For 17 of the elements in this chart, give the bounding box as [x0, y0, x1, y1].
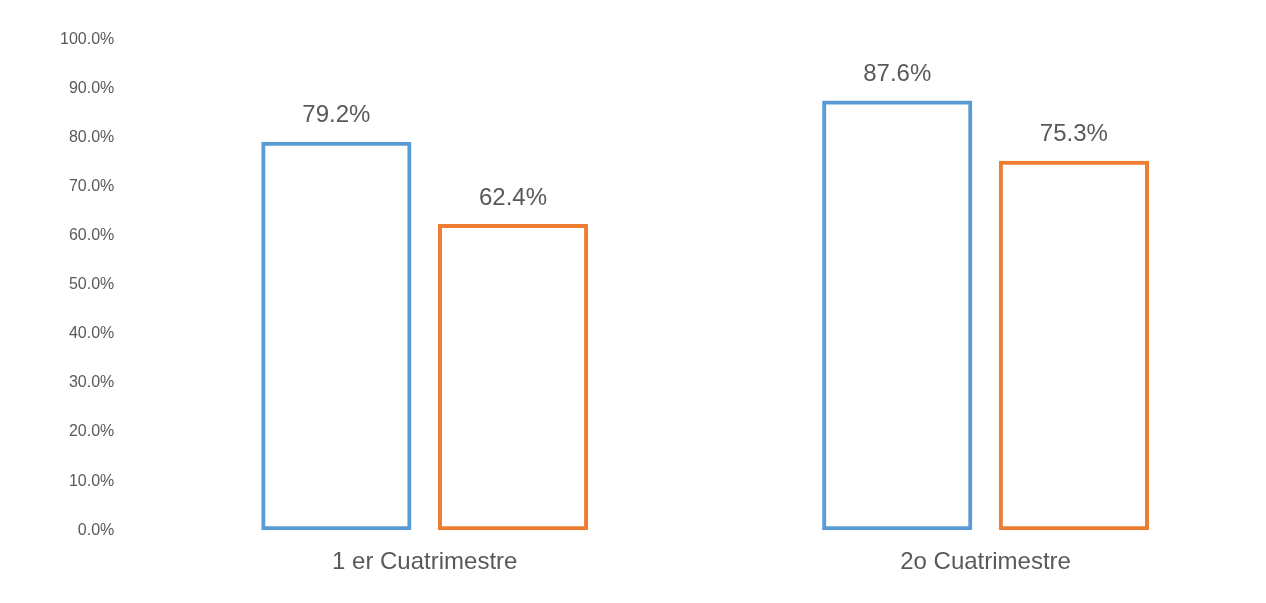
y-tick-label: 70.0%	[68, 177, 115, 195]
y-tick-label: 10.0%	[68, 471, 115, 489]
x-tick-label: 1 er Cuatrimestre	[332, 547, 518, 575]
y-tick-label: 60.0%	[68, 226, 115, 244]
y-tick-label: 50.0%	[68, 275, 115, 293]
y-tick-label: 0.0%	[77, 520, 115, 538]
y-tick-label: 30.0%	[68, 373, 115, 391]
y-tick-label: 40.0%	[68, 324, 115, 342]
x-tick-label: 2o Cuatrimestre	[900, 547, 1071, 575]
y-tick-label: 80.0%	[68, 128, 115, 146]
y-tick-label: 20.0%	[68, 422, 115, 440]
data-label: 87.6%	[863, 59, 932, 87]
data-label: 62.4%	[479, 182, 548, 210]
data-label: 75.3%	[1039, 119, 1108, 147]
y-tick-label: 90.0%	[68, 79, 115, 97]
y-tick-label: 100.0%	[60, 30, 115, 48]
data-label: 79.2%	[302, 100, 371, 128]
